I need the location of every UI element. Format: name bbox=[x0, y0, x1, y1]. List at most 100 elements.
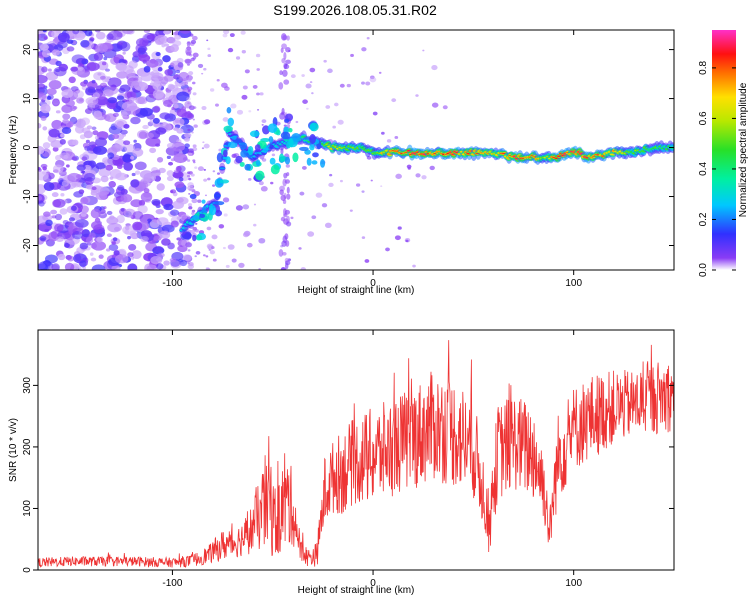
spectrogram-speckle-blob bbox=[186, 44, 191, 47]
spectrogram-speckle-blob bbox=[164, 43, 170, 47]
spectrogram-speckle-blob bbox=[271, 153, 276, 157]
spectrogram-speckle-blob bbox=[152, 89, 165, 100]
spectrogram-speckle-blob bbox=[80, 117, 91, 126]
spectrogram-speckle-blob bbox=[188, 261, 194, 267]
spectrogram-speckle-blob bbox=[284, 260, 291, 266]
spectrogram-ridge-blob bbox=[311, 160, 318, 165]
spectrogram-speckle-blob bbox=[72, 30, 80, 35]
spectrogram-speckle-blob bbox=[290, 74, 296, 79]
spectrogram-speckle-blob bbox=[55, 236, 64, 243]
spectrogram-speckle-blob bbox=[174, 181, 185, 188]
spectrogram-speckle-blob bbox=[394, 235, 401, 241]
spectrogram-ridge-blob bbox=[306, 157, 312, 166]
spectrogram-speckle-blob bbox=[157, 67, 163, 72]
spectrogram-speckle-blob bbox=[186, 97, 191, 101]
spectrogram-speckle-blob bbox=[283, 172, 288, 179]
spectrogram-speckle-blob bbox=[186, 46, 192, 51]
spectrogram-ridge-blob bbox=[249, 130, 260, 138]
spectrogram-speckle-blob bbox=[85, 86, 96, 96]
spectrogram-speckle-blob bbox=[397, 226, 402, 230]
spectrogram-speckle-blob bbox=[162, 99, 173, 107]
spectrogram-speckle-blob bbox=[131, 250, 142, 260]
spectrogram-speckle-blob bbox=[163, 30, 171, 35]
spectrogram-speckle-blob bbox=[257, 108, 260, 111]
spectrogram-speckle-blob bbox=[93, 224, 105, 234]
spectrogram-speckle-blob bbox=[283, 124, 287, 127]
spectrogram-speckle-blob bbox=[76, 97, 85, 104]
spectrogram-speckle-blob bbox=[301, 74, 305, 77]
spectrogram-ridge-blob bbox=[209, 205, 217, 216]
spectrogram-speckle-blob bbox=[85, 97, 99, 106]
spectrogram-speckle-blob bbox=[70, 66, 79, 72]
spectrogram-ridge-blob bbox=[213, 191, 221, 201]
spectrogram-speckle-blob bbox=[84, 108, 93, 114]
spectrogram-speckle-blob bbox=[405, 239, 409, 243]
spectrogram-speckle-blob bbox=[97, 72, 102, 76]
spectrogram-speckle-blob bbox=[159, 36, 166, 43]
spectrogram-speckle-blob bbox=[124, 143, 136, 153]
spectrogram-speckle-blob bbox=[280, 216, 286, 222]
spectrogram-speckle-blob bbox=[122, 30, 134, 35]
spectrogram-speckle-blob bbox=[369, 76, 377, 83]
spectrogram-speckle-blob bbox=[286, 221, 292, 227]
spectrogram-speckle-blob bbox=[61, 89, 74, 98]
spectrogram-speckle-blob bbox=[242, 204, 250, 210]
spectrogram-speckle-blob bbox=[153, 245, 164, 253]
spectrogram-ridge-blob bbox=[291, 133, 301, 142]
colorbar-tick-label: 0.6 bbox=[698, 111, 709, 125]
spectrogram-speckle-blob bbox=[307, 231, 315, 237]
y-tick-label: 200 bbox=[22, 438, 33, 455]
spectrogram-speckle-blob bbox=[52, 199, 62, 208]
spectrogram-speckle-blob bbox=[122, 59, 127, 64]
spectrogram-speckle-blob bbox=[107, 77, 122, 88]
spectrogram-ridge-blob bbox=[226, 107, 232, 114]
spectrogram-speckle-blob bbox=[211, 234, 218, 240]
spectrogram-speckle-blob bbox=[193, 106, 197, 109]
colorbar-gradient bbox=[712, 30, 736, 270]
spectrogram-speckle-blob bbox=[157, 252, 165, 258]
spectrogram-speckle-blob bbox=[166, 170, 174, 177]
spectrogram-speckle-blob bbox=[176, 128, 184, 134]
spectrogram-ridge-blob bbox=[227, 117, 234, 127]
spectrogram-speckle-blob bbox=[242, 85, 248, 90]
spectrogram-speckle-blob bbox=[48, 128, 60, 138]
x-tick-label: -100 bbox=[162, 578, 182, 589]
spectrogram-speckle-blob bbox=[95, 104, 100, 109]
spectrogram-speckle-blob bbox=[53, 66, 67, 77]
spectrogram-speckle-blob bbox=[107, 30, 123, 41]
spectrogram-speckle-blob bbox=[186, 63, 191, 66]
spectrogram-speckle-blob bbox=[176, 237, 182, 241]
spectrogram-speckle-blob bbox=[127, 235, 132, 240]
spectrogram-speckle-blob bbox=[51, 49, 60, 56]
spectrogram-speckle-blob bbox=[48, 80, 62, 90]
spectrogram-ridge-blob bbox=[218, 167, 226, 169]
spectrogram-speckle-blob bbox=[143, 188, 150, 194]
spectrogram-speckle-blob bbox=[311, 215, 317, 220]
spectrogram-speckle-blob bbox=[59, 208, 68, 215]
spectrogram-speckle-blob bbox=[64, 242, 70, 248]
spectrogram-speckle-blob bbox=[227, 244, 235, 250]
spectrogram-speckle-blob bbox=[283, 52, 287, 60]
spectrogram-speckle-blob bbox=[421, 175, 427, 180]
spectrogram-speckle-blob bbox=[431, 102, 439, 108]
spectrogram-speckle-blob bbox=[95, 137, 108, 147]
spectrogram-speckle-blob bbox=[83, 172, 96, 182]
spectrogram-speckle-blob bbox=[279, 189, 284, 196]
spectrogram-speckle-blob bbox=[185, 77, 192, 83]
spectrogram-speckle-blob bbox=[38, 92, 47, 100]
spectrogram-speckle-blob bbox=[156, 263, 164, 270]
spectrogram-speckle-blob bbox=[361, 47, 367, 52]
colorbar-tick-label: 0.8 bbox=[698, 61, 709, 75]
spectrogram-speckle-blob bbox=[280, 33, 287, 41]
spectrogram-speckle-blob bbox=[79, 134, 86, 140]
spectrogram-speckle-blob bbox=[187, 89, 191, 93]
spectrogram-speckle-blob bbox=[140, 235, 149, 243]
spectrogram-speckle-blob bbox=[67, 255, 75, 262]
spectrogram-speckle-blob bbox=[329, 173, 333, 177]
spectrogram-speckle-blob bbox=[321, 203, 328, 208]
spectrogram-speckle-blob bbox=[152, 117, 160, 124]
spectrogram-speckle-blob bbox=[171, 141, 186, 152]
spectrogram-speckle-blob bbox=[149, 147, 157, 154]
spectrogram-speckle-blob bbox=[279, 112, 286, 120]
spectrogram-speckle-blob bbox=[116, 215, 125, 224]
